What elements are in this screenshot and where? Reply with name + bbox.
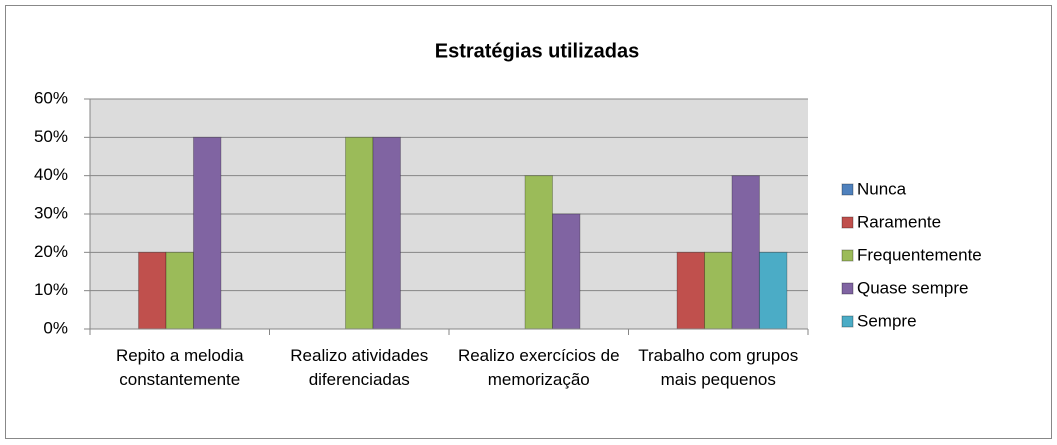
x-tick-label: Realizo exercícios de memorização bbox=[457, 346, 620, 389]
legend-swatch bbox=[841, 249, 854, 262]
bar bbox=[676, 251, 706, 330]
legend-swatch bbox=[841, 216, 854, 229]
y-tick-label: 50% bbox=[34, 127, 68, 146]
y-tick-label: 60% bbox=[34, 88, 68, 107]
legend-label: Raramente bbox=[857, 212, 941, 231]
legend-swatch bbox=[841, 282, 854, 295]
bar bbox=[758, 251, 788, 330]
y-tick-label: 30% bbox=[34, 203, 68, 222]
legend-label: Frequentemente bbox=[857, 245, 982, 264]
chart-title: Estratégias utilizadas bbox=[435, 40, 640, 62]
legend-swatch bbox=[841, 183, 854, 196]
x-tick-label: Repito a melodia constantemente bbox=[115, 346, 244, 389]
bar bbox=[524, 175, 553, 330]
x-tick-label: Realizo atividades diferenciadas bbox=[290, 346, 429, 389]
y-tick-label: 20% bbox=[34, 242, 68, 261]
bar bbox=[165, 251, 194, 330]
legend-label: Quase sempre bbox=[857, 278, 969, 297]
x-tick-label: Trabalho com grupos mais pequenos bbox=[638, 346, 799, 389]
bar bbox=[704, 251, 733, 330]
y-tick-label: 0% bbox=[43, 318, 68, 337]
bar bbox=[192, 136, 222, 330]
y-tick-label: 40% bbox=[34, 165, 68, 184]
bar bbox=[551, 213, 581, 330]
bar bbox=[138, 251, 167, 330]
bar bbox=[731, 175, 760, 330]
y-tick-label: 10% bbox=[34, 280, 68, 299]
legend-swatch bbox=[841, 315, 854, 328]
bar bbox=[372, 136, 401, 330]
legend-label: Sempre bbox=[857, 311, 917, 330]
legend-label: Nunca bbox=[857, 179, 907, 198]
bar bbox=[345, 136, 374, 330]
